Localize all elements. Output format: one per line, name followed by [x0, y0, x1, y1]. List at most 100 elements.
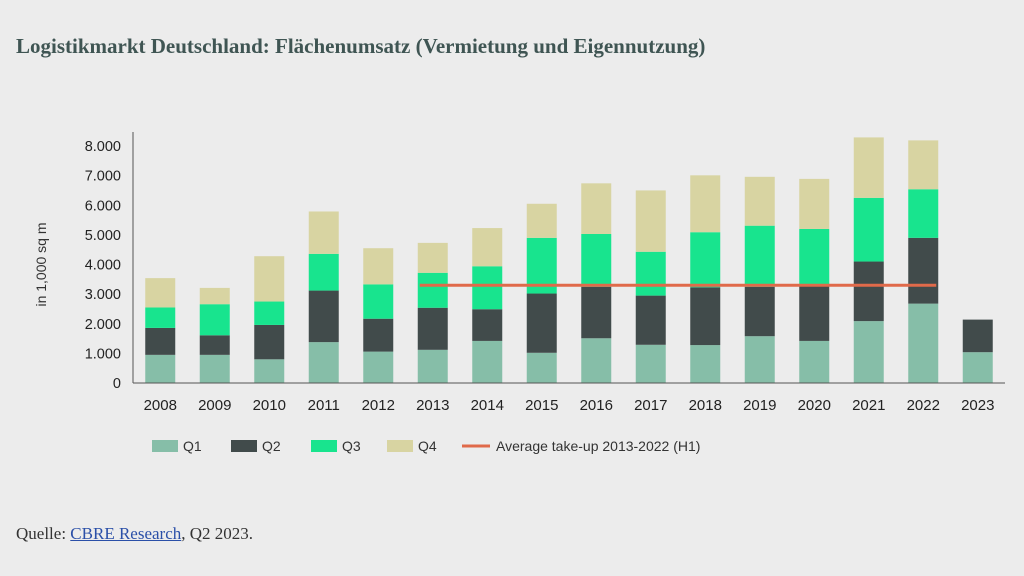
bars: [145, 137, 993, 383]
bar-q2-2015: [526, 293, 557, 353]
bar-q3-2020: [799, 228, 830, 286]
x-tick-label: 2021: [852, 397, 885, 414]
bar-q2-2010: [254, 324, 285, 360]
source-note: Quelle: CBRE Research, Q2 2023.: [16, 524, 253, 544]
bar-q3-2021: [853, 197, 884, 262]
bar-q3-2019: [744, 225, 775, 287]
y-tick-label: 3.000: [85, 287, 121, 303]
bar-q4-2015: [526, 203, 557, 238]
x-tick-label: 2010: [253, 397, 286, 414]
x-tick-label: 2014: [471, 397, 504, 414]
bar-q1-2015: [526, 352, 557, 383]
bar-q2-2018: [690, 287, 721, 346]
legend-label-q1: Q1: [183, 438, 202, 454]
bar-q3-2011: [308, 253, 339, 291]
bar-q4-2020: [799, 178, 830, 229]
bar-q1-2008: [145, 354, 176, 383]
bar-q3-2016: [581, 233, 612, 287]
x-tick-label: 2023: [961, 397, 994, 414]
y-axis: 0 1.000 2.000 3.000 4.000 5.000 6.000 7.000 8.00…: [33, 132, 134, 392]
bar-q1-2016: [581, 338, 612, 383]
x-tick-label: 2015: [525, 397, 558, 414]
bar-q1-2011: [308, 342, 339, 383]
bar-q2-2023: [962, 319, 993, 353]
bar-q4-2011: [308, 211, 339, 254]
x-tick-label: 2016: [580, 397, 613, 414]
bar-q2-2020: [799, 285, 830, 341]
bar-q1-2017: [635, 344, 666, 383]
x-tick-label: 2009: [198, 397, 231, 414]
bar-q1-2022: [908, 303, 939, 383]
source-prefix: Quelle:: [16, 524, 71, 543]
x-tick-label: 2019: [743, 397, 776, 414]
bar-q1-2012: [363, 351, 394, 383]
bar-q4-2008: [145, 278, 176, 308]
bar-q2-2011: [308, 290, 339, 343]
bar-q1-2014: [472, 340, 503, 383]
legend-swatch-q2: [231, 440, 257, 452]
bar-q1-2010: [254, 359, 285, 383]
bar-q4-2009: [199, 287, 230, 305]
bar-q3-2012: [363, 284, 394, 319]
y-tick-label: 7.000: [85, 169, 121, 185]
bar-q1-2013: [417, 349, 448, 383]
x-axis: 2008 2009 2010 2011 2012 2013 2014 2015 2016 2017…: [133, 382, 1005, 414]
bar-q3-2009: [199, 304, 230, 336]
bar-q2-2016: [581, 286, 612, 339]
bar-q1-2020: [799, 340, 830, 383]
legend-swatch-q3: [311, 440, 337, 452]
bar-q2-2017: [635, 295, 666, 345]
legend-label-average: Average take-up 2013-2022 (H1): [496, 438, 700, 454]
legend-swatch-q1: [152, 440, 178, 452]
bar-q1-2019: [744, 336, 775, 383]
legend-label-q3: Q3: [342, 438, 361, 454]
bar-q2-2012: [363, 318, 394, 352]
y-axis-label: in 1,000 sq m: [33, 222, 49, 306]
bar-q3-2013: [417, 272, 448, 308]
bar-q4-2010: [254, 256, 285, 302]
y-tick-label: 4.000: [85, 258, 121, 274]
y-tick-label: 8.000: [85, 139, 121, 155]
bar-q2-2009: [199, 335, 230, 355]
y-tick-label: 2.000: [85, 317, 121, 333]
y-tick-label: 1.000: [85, 346, 121, 362]
bar-q4-2019: [744, 176, 775, 226]
bar-q4-2018: [690, 175, 721, 233]
bar-q3-2014: [472, 266, 503, 310]
x-tick-label: 2017: [634, 397, 667, 414]
legend-swatch-q4: [387, 440, 413, 452]
bar-q4-2021: [853, 137, 884, 198]
bar-q2-2013: [417, 307, 448, 350]
y-tick-label: 5.000: [85, 228, 121, 244]
bar-q4-2012: [363, 248, 394, 285]
x-tick-label: 2011: [308, 397, 340, 414]
legend: Q1 Q2 Q3 Q4 Average take-up 2013-2022 (H1): [152, 438, 700, 454]
bar-q4-2014: [472, 228, 503, 267]
bar-q3-2022: [908, 189, 939, 238]
x-tick-label: 2008: [144, 397, 177, 414]
x-tick-label: 2020: [798, 397, 831, 414]
y-tick-label: 6.000: [85, 198, 121, 214]
x-tick-label: 2013: [416, 397, 449, 414]
bar-q4-2017: [635, 190, 666, 252]
page-title: Logistikmarkt Deutschland: Flächenumsatz…: [16, 34, 706, 58]
bar-q1-2023: [962, 352, 993, 383]
legend-label-q2: Q2: [262, 438, 281, 454]
bar-q1-2021: [853, 321, 884, 383]
bar-q2-2008: [145, 327, 176, 355]
bar-q1-2018: [690, 345, 721, 383]
bar-q4-2022: [908, 140, 939, 190]
bar-q4-2016: [581, 183, 612, 234]
bar-q3-2018: [690, 232, 721, 288]
source-suffix: , Q2 2023.: [181, 524, 254, 543]
y-tick-label: 0: [113, 376, 121, 392]
bar-q3-2010: [254, 301, 285, 325]
bar-q1-2009: [199, 354, 230, 383]
bar-q2-2019: [744, 286, 775, 337]
legend-label-q4: Q4: [418, 438, 437, 454]
x-tick-label: 2012: [362, 397, 395, 414]
source-link[interactable]: CBRE Research: [70, 524, 182, 543]
x-tick-label: 2018: [689, 397, 722, 414]
bar-q2-2022: [908, 237, 939, 304]
